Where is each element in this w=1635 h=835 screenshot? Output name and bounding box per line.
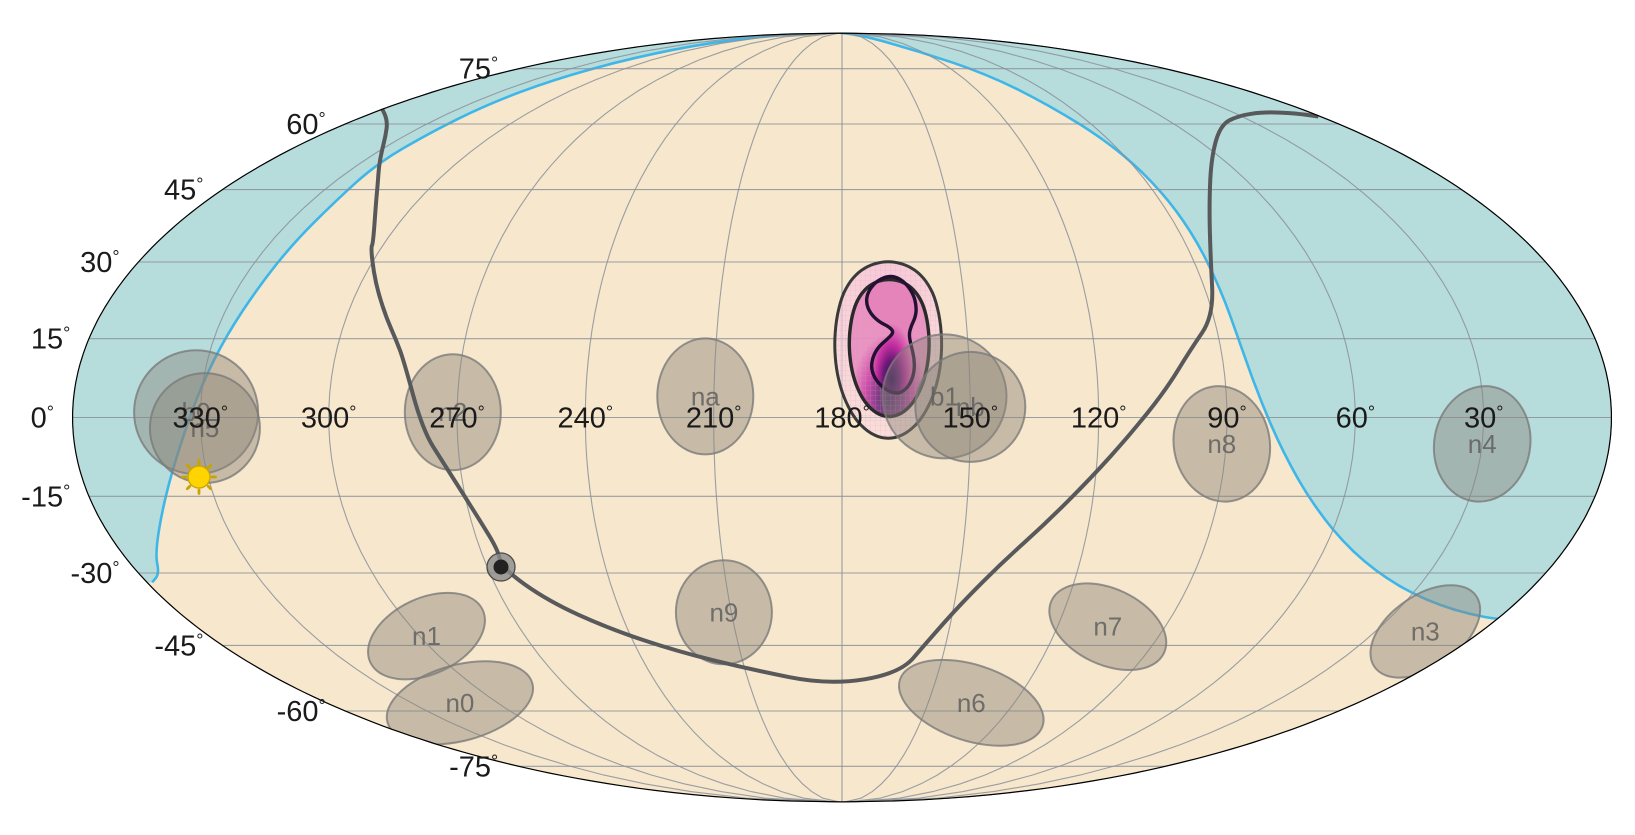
svg-text:15°: 15° — [31, 324, 70, 356]
svg-text:30°: 30° — [80, 247, 119, 279]
svg-text:n3: n3 — [1411, 616, 1440, 646]
svg-text:210°: 210° — [686, 403, 742, 435]
svg-text:180°: 180° — [814, 403, 870, 435]
svg-text:-30°: -30° — [70, 558, 119, 590]
svg-text:0°: 0° — [31, 403, 54, 435]
svg-text:240°: 240° — [558, 403, 614, 435]
svg-text:n0: n0 — [445, 688, 474, 718]
svg-text:n1: n1 — [412, 621, 441, 651]
svg-text:120°: 120° — [1071, 403, 1127, 435]
svg-text:45°: 45° — [164, 175, 203, 207]
svg-text:n9: n9 — [709, 597, 738, 627]
svg-text:-75°: -75° — [449, 751, 498, 783]
svg-text:-15°: -15° — [21, 481, 70, 513]
svg-text:-60°: -60° — [277, 696, 326, 728]
svg-text:150°: 150° — [943, 403, 999, 435]
svg-text:330°: 330° — [173, 403, 229, 435]
svg-text:300°: 300° — [301, 403, 357, 435]
svg-text:n7: n7 — [1093, 612, 1122, 642]
svg-text:270°: 270° — [429, 403, 485, 435]
svg-text:-45°: -45° — [154, 630, 203, 662]
svg-text:n6: n6 — [957, 688, 986, 718]
